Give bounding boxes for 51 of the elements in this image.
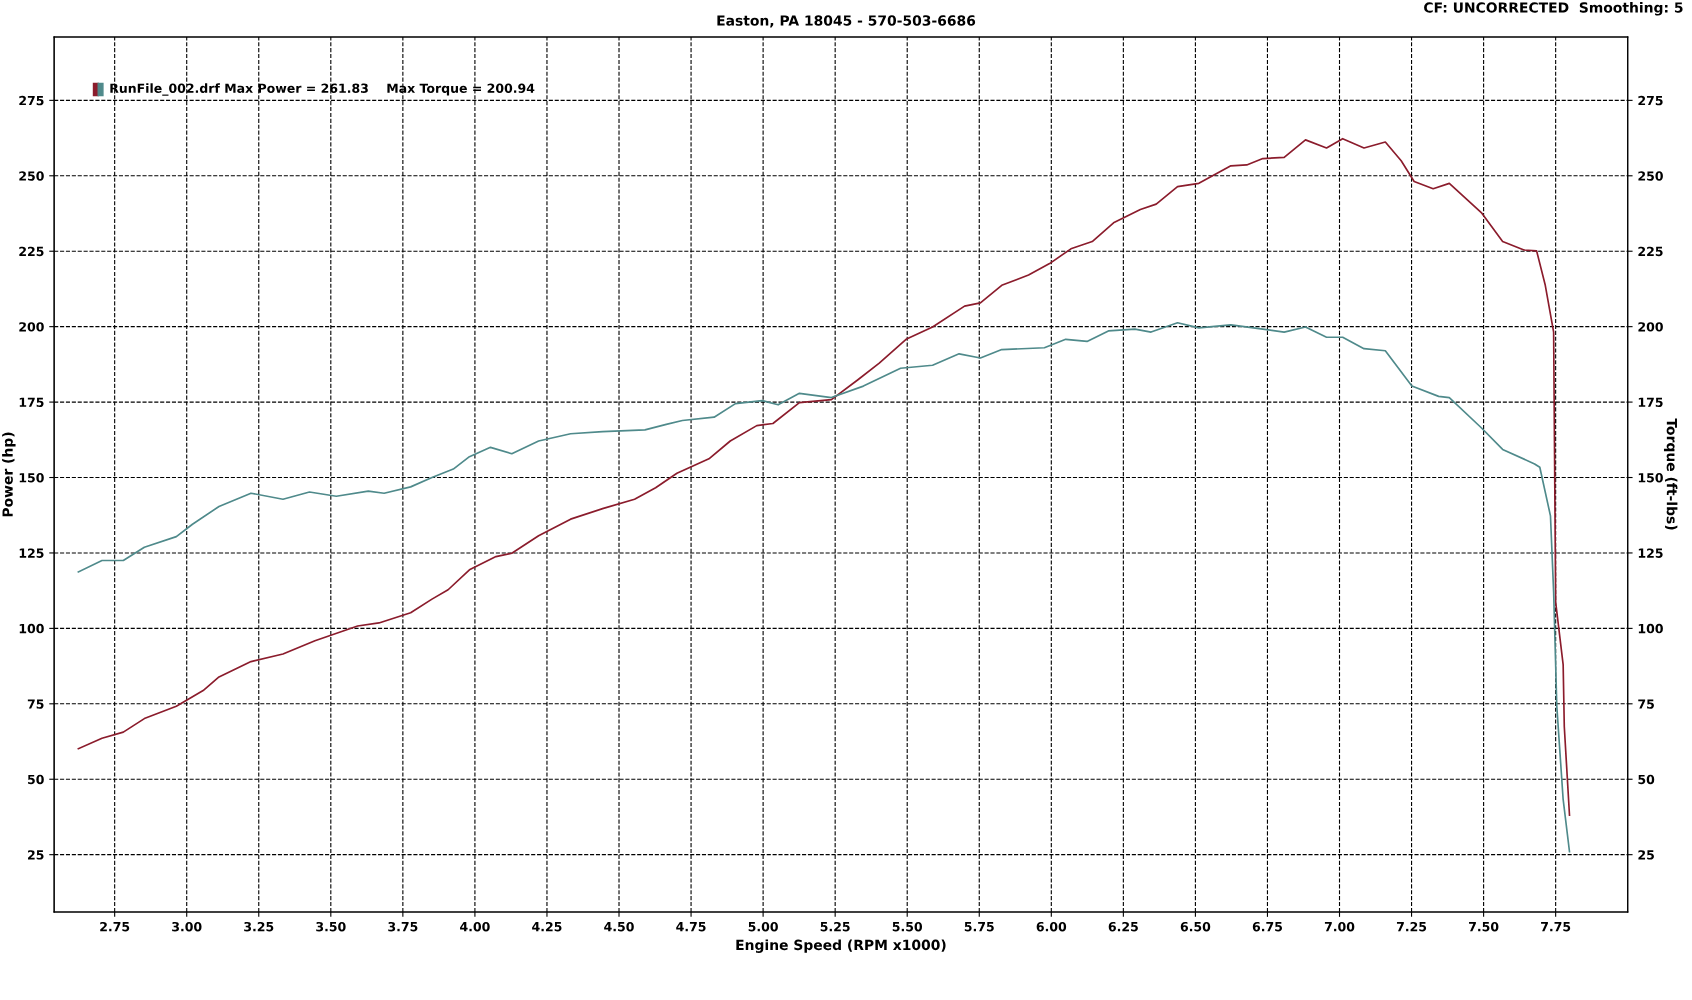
x-tick-label: 6.50 bbox=[1180, 921, 1211, 932]
x-tick-label: 7.50 bbox=[1469, 921, 1499, 932]
x-tick-label: 4.25 bbox=[532, 921, 562, 932]
y-tick-label: 125 bbox=[19, 548, 44, 558]
x-tick-label: 7.25 bbox=[1396, 921, 1427, 932]
x-tick-label: 3.75 bbox=[388, 921, 418, 932]
x-tick-label: 5.75 bbox=[964, 922, 994, 932]
y2-tick-label: 200 bbox=[1638, 322, 1663, 332]
y-axis-title: Power (hp) bbox=[2, 432, 16, 517]
y-tick-label: 25 bbox=[28, 850, 44, 860]
y2-tick-label: 25 bbox=[1638, 850, 1654, 860]
y-tick-label: 150 bbox=[19, 472, 44, 483]
y-tick-label: 200 bbox=[19, 322, 44, 332]
x-tick-label: 6.75 bbox=[1252, 921, 1282, 932]
x-tick-label: 2.75 bbox=[100, 921, 130, 932]
x-axis-title: Engine Speed (RPM x1000) bbox=[736, 939, 946, 953]
x-tick-label: 4.50 bbox=[604, 921, 634, 932]
line-series bbox=[77, 137, 1571, 816]
x-tick-label: 4.75 bbox=[676, 922, 706, 932]
y2-tick-label: 125 bbox=[1638, 548, 1663, 558]
y2-tick-label: 225 bbox=[1638, 246, 1663, 257]
y2-tick-label: 275 bbox=[1638, 95, 1663, 106]
y-tick-label: 275 bbox=[19, 95, 44, 106]
annotation: RunFile_002.drf Max Power = 261.83 Max Torque = 200.94 bbox=[110, 83, 535, 96]
y2-tick-label: 50 bbox=[1638, 774, 1655, 785]
y-tick-label: 250 bbox=[19, 171, 44, 181]
chart-subtitle: Easton, PA 18045 - 570-503-6686 bbox=[717, 15, 976, 28]
x-tick-label: 5.25 bbox=[820, 921, 850, 932]
y2-tick-label: 100 bbox=[1638, 623, 1663, 634]
y-tick-label: 225 bbox=[19, 246, 44, 257]
x-tick-label: 3.50 bbox=[316, 921, 346, 932]
y2-axis-title: Torque (ft-lbs) bbox=[1663, 418, 1678, 530]
x-tick-label: 3.00 bbox=[172, 921, 202, 932]
x-tick-label: 5.00 bbox=[748, 921, 778, 932]
y-tick-label: 100 bbox=[19, 623, 44, 634]
x-tick-label: 7.75 bbox=[1541, 922, 1571, 932]
y-tick-label: 175 bbox=[19, 397, 44, 408]
x-tick-label: 5.50 bbox=[892, 921, 923, 932]
line-series bbox=[77, 321, 1571, 853]
x-tick-label: 6.00 bbox=[1036, 921, 1067, 932]
y2-tick-label: 250 bbox=[1638, 171, 1663, 181]
x-tick-label: 7.00 bbox=[1324, 921, 1355, 932]
text: CF: UNCORRECTED Smoothing: 5 bbox=[1424, 2, 1683, 16]
y2-tick-label: 175 bbox=[1638, 397, 1663, 408]
y2-tick-label: 150 bbox=[1638, 472, 1663, 483]
x-tick-label: 4.00 bbox=[460, 921, 490, 932]
y-tick-label: 75 bbox=[27, 699, 44, 709]
x-tick-label: 6.25 bbox=[1108, 921, 1138, 932]
y-tick-label: 50 bbox=[27, 774, 44, 785]
y2-tick-label: 75 bbox=[1638, 699, 1654, 709]
x-tick-label: 3.25 bbox=[244, 921, 274, 932]
